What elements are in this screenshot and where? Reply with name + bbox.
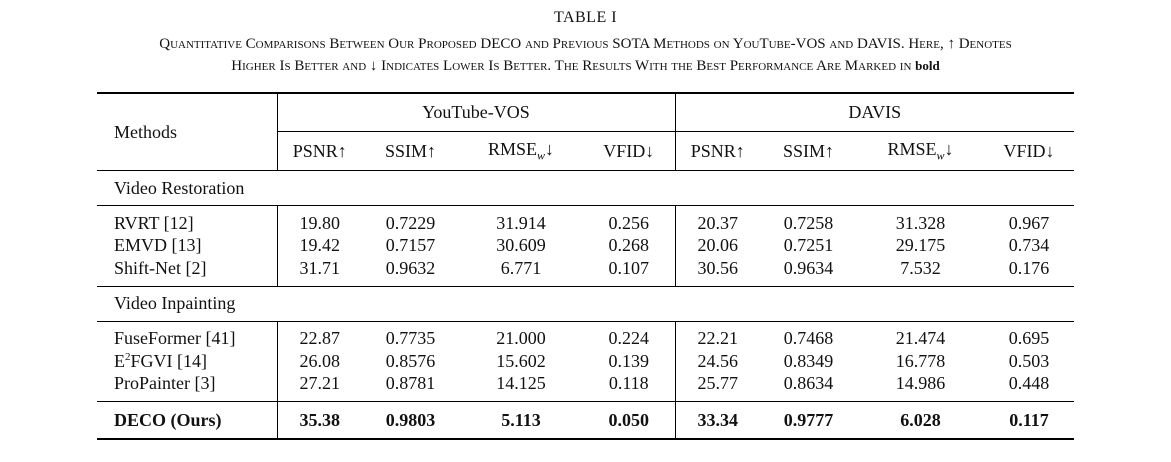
table-cell: 30.609 <box>496 235 546 256</box>
table-cell: 22.21 <box>674 327 760 350</box>
table-cell: 0.695 <box>1008 328 1050 349</box>
table-cell: 0.7735 <box>385 328 436 349</box>
table-cell: 14.986 <box>895 373 946 394</box>
table-cell: 0.9634 <box>783 257 834 278</box>
caption-bold-word: bold <box>915 58 940 73</box>
table-cell: 0.734 <box>1008 235 1050 256</box>
table-cell: 6.771 <box>500 257 542 278</box>
table-cell: 0.7229 <box>385 212 436 233</box>
table-cell: 0.7468 <box>783 328 834 349</box>
table-cell: 14.125 <box>496 373 546 394</box>
table-cell: 19.80 <box>276 212 362 235</box>
table-cell: 0.176 <box>1008 257 1050 278</box>
table-label: TABLE I <box>553 9 618 26</box>
dv-vfid-header: VFID↓ <box>1003 140 1055 161</box>
method-name: ProPainter [3] <box>114 373 216 394</box>
table-cell: 0.8781 <box>385 373 436 394</box>
table-cell: 0.448 <box>1008 373 1050 394</box>
table-row: RVRT [12] 19.80 0.7229 31.914 0.256 20.37 0.… <box>97 212 1074 235</box>
table-cell: 20.06 <box>674 234 760 257</box>
method-name: EMVD [13] <box>114 235 202 256</box>
table-cell: 27.21 <box>276 372 362 395</box>
yt-psnr-header: PSNR↑ <box>276 131 362 171</box>
table-cell: 0.8349 <box>783 350 834 371</box>
table-cell: 0.9803 <box>385 409 436 430</box>
table-row: FuseFormer [41] 22.87 0.7735 21.000 0.224 2… <box>97 327 1074 350</box>
table-cell: 30.56 <box>674 257 760 280</box>
table-cell: 31.914 <box>496 212 546 233</box>
table-cell: 25.77 <box>674 372 760 395</box>
table-cell: 0.7258 <box>783 212 834 233</box>
table-cell: 22.87 <box>276 327 362 350</box>
yt-vfid-header: VFID↓ <box>603 140 655 161</box>
table-cell: 31.328 <box>895 212 946 233</box>
table-row-best: DECO (Ours) 35.38 0.9803 5.113 0.050 33.34 0… <box>97 402 1074 439</box>
table-cell: 0.7251 <box>783 235 834 256</box>
table-row: ProPainter [3] 27.21 0.8781 14.125 0.118 25… <box>97 372 1074 395</box>
youtube-vos-header: YouTube-VOS <box>276 94 675 132</box>
method-name: E2FGVI [14] <box>114 350 207 371</box>
table-cell: 0.118 <box>608 373 649 394</box>
method-name: DECO (Ours) <box>114 409 222 430</box>
table-row: EMVD [13] 19.42 0.7157 30.609 0.268 20.06 0.… <box>97 234 1074 257</box>
table-cell: 24.56 <box>674 350 760 373</box>
table-cell: 6.028 <box>900 409 941 430</box>
method-name: RVRT [12] <box>114 212 194 233</box>
table-cell: 5.113 <box>501 409 541 430</box>
table-cell: 0.050 <box>608 409 650 430</box>
table-row: E2FGVI [14] 26.08 0.8576 15.602 0.139 24.56… <box>97 350 1074 373</box>
yt-ssim-header: SSIM↑ <box>384 140 437 161</box>
section-video-restoration: Video Restoration <box>114 177 245 198</box>
table-cell: 0.967 <box>1008 212 1050 233</box>
table-cell: 0.224 <box>608 328 650 349</box>
table-cell: 29.175 <box>895 235 946 256</box>
davis-header: DAVIS <box>674 94 1074 132</box>
table-cell: 21.474 <box>895 328 946 349</box>
table-cell: 31.71 <box>276 257 362 280</box>
table-cell: 0.139 <box>608 350 650 371</box>
method-name: FuseFormer [41] <box>114 328 236 349</box>
table-cell: 0.8634 <box>783 373 834 394</box>
table-cell: 0.503 <box>1008 350 1050 371</box>
caption-line-1: Quantitative Comparisons Between Our Pro… <box>159 36 1012 52</box>
table-cell: 21.000 <box>496 328 546 349</box>
table-cell: 15.602 <box>496 350 546 371</box>
caption-line-2: Higher Is Better and ↓ Indicates Lower I… <box>0 58 1171 75</box>
table-cell: 20.37 <box>674 212 760 235</box>
table-cell: 0.7157 <box>385 235 436 256</box>
table-cell: 33.34 <box>674 402 760 439</box>
table-cell: 0.117 <box>1009 409 1049 430</box>
table-cell: 0.268 <box>608 235 650 256</box>
table-cell: 0.107 <box>608 257 650 278</box>
table-cell: 26.08 <box>276 350 362 373</box>
results-table: Methods YouTube-VOS DAVIS PSNR↑ SSIM↑ RM… <box>97 92 1074 441</box>
methods-header: Methods <box>114 121 177 142</box>
table-row: Shift-Net [2] 31.71 0.9632 6.771 0.107 30.5… <box>97 257 1074 280</box>
dv-ssim-header: SSIM↑ <box>782 140 835 161</box>
dv-rmse-header: RMSEw↓ <box>887 138 954 163</box>
method-name: Shift-Net [2] <box>114 257 207 278</box>
table-cell: 7.532 <box>900 257 941 278</box>
table-cell: 0.9777 <box>783 409 834 430</box>
table-cell: 16.778 <box>895 350 946 371</box>
table-cell: 19.42 <box>276 234 362 257</box>
table-cell: 0.9632 <box>385 257 436 278</box>
table-cell: 0.8576 <box>385 350 436 371</box>
section-video-inpainting: Video Inpainting <box>114 293 236 313</box>
caption-line-2-text: Higher Is Better and ↓ Indicates Lower I… <box>231 58 912 74</box>
table-cell: 35.38 <box>276 402 362 439</box>
yt-rmse-header: RMSEw↓ <box>487 138 555 163</box>
table-cell: 0.256 <box>608 212 650 233</box>
dv-psnr-header: PSNR↑ <box>674 131 760 171</box>
